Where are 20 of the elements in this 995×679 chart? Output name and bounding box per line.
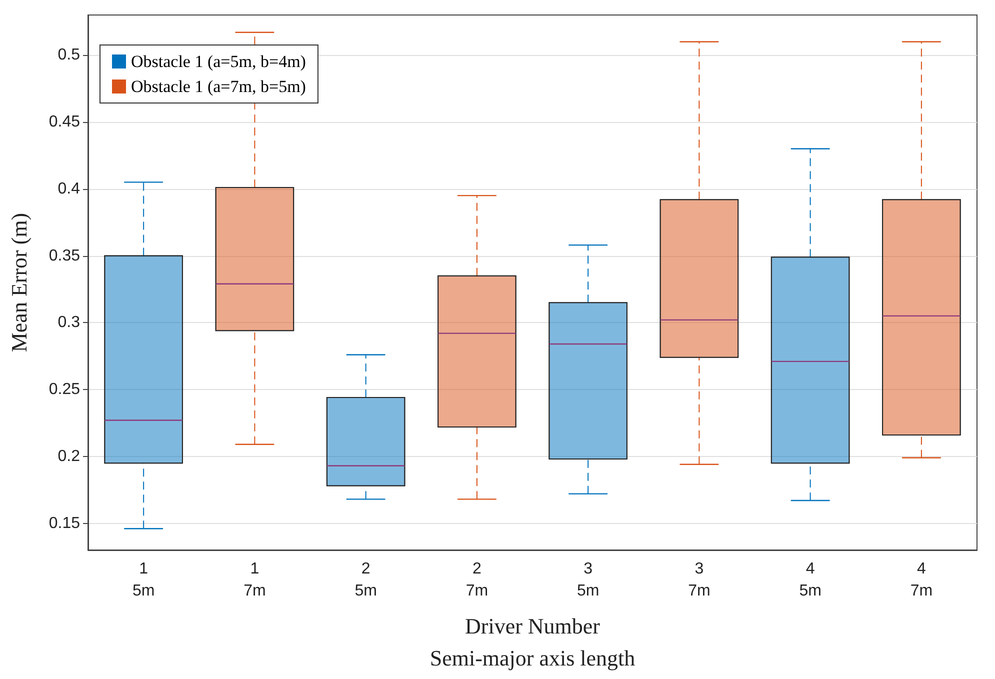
x-tick-label: 4 7m [910, 560, 933, 600]
x-axis-title: Driver Number Semi-major axis length [430, 614, 636, 670]
x-tick-label: 4 5m [799, 560, 822, 600]
y-tick-label: 0.15 [48, 514, 80, 532]
y-tick-label: 0.4 [58, 180, 80, 198]
x-tick-label: 2 7m [466, 560, 488, 600]
y-tick-label: 0.5 [58, 46, 80, 64]
y-tick-label: 0.25 [48, 381, 80, 398]
x-tick-label: 2 5m [354, 560, 377, 600]
x-tick-label: 3 5m [576, 560, 600, 600]
y-tick-label: 0.3 [58, 314, 80, 332]
y-tick-label: 0.2 [58, 448, 80, 465]
legend-label: Obstacle 1 (a=7m, b=5m) [131, 77, 306, 96]
x-tick-label: 3 7m [688, 560, 710, 600]
y-tick-label: 0.45 [48, 114, 80, 130]
x-tick-label: 1 7m [244, 560, 266, 600]
y-tick-label: 0.35 [48, 247, 80, 264]
x-tick-label: 1 5m [132, 560, 155, 600]
y-axis-title: Mean Error (m) [6, 212, 32, 352]
legend-label: Obstacle 1 (a=5m, b=4m) [131, 52, 306, 71]
